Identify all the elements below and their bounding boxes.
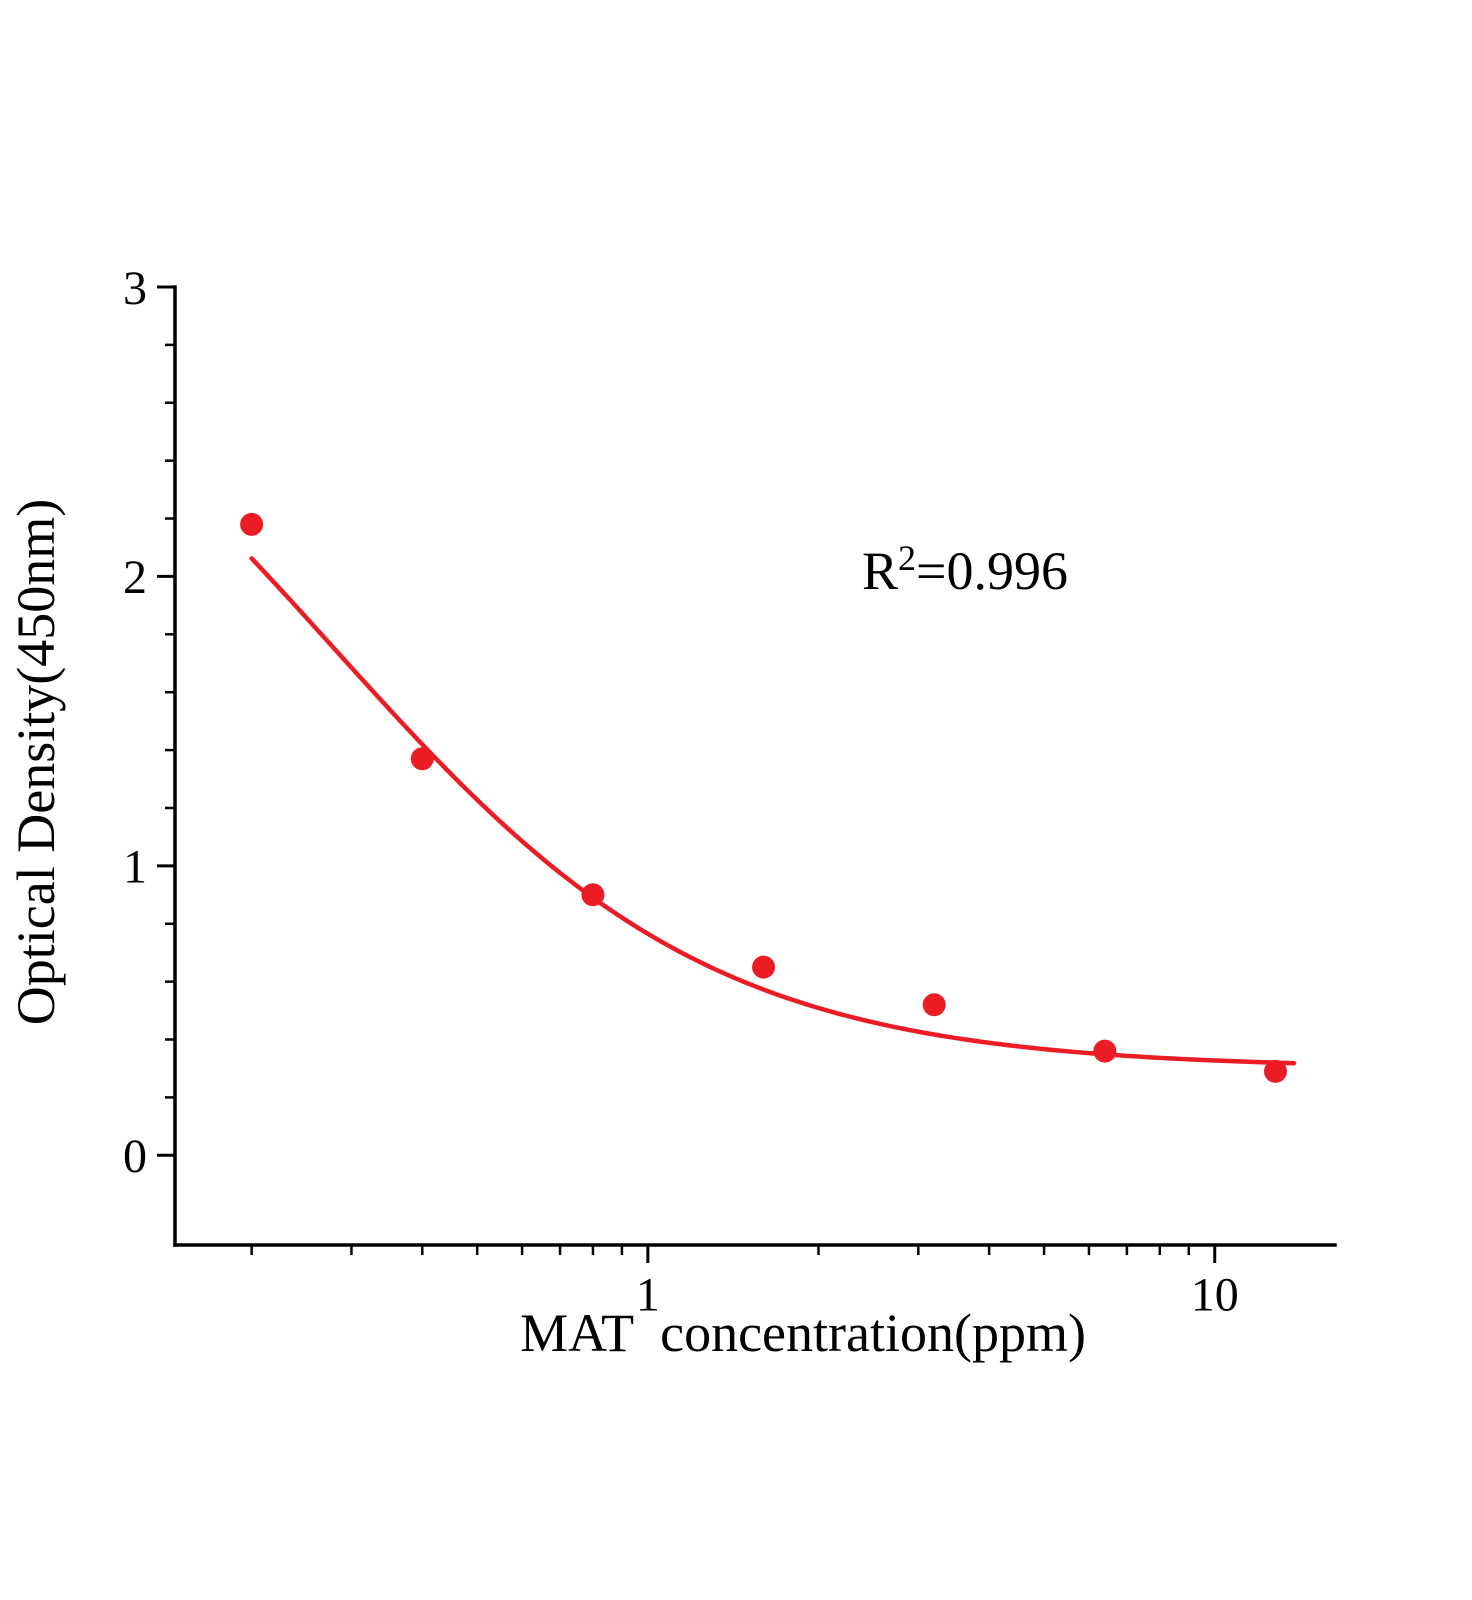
y-tick-label: 0: [123, 1130, 147, 1183]
data-point: [1263, 1059, 1287, 1083]
data-point: [1093, 1039, 1117, 1063]
fit-curve-line: [249, 556, 1297, 1066]
x-axis-title: MAT concentration(ppm): [520, 1303, 1086, 1363]
y-tick-label: 1: [123, 841, 147, 894]
y-tick-label: 2: [123, 551, 147, 604]
data-point: [410, 747, 434, 771]
r-squared-base: R: [862, 541, 899, 601]
y-tick-label: 3: [123, 262, 147, 315]
data-point: [581, 883, 605, 907]
data-point: [240, 512, 264, 536]
data-point: [752, 955, 776, 979]
x-tick-label: 10: [1191, 1269, 1239, 1322]
y-axis-title: Optical Density(450nm): [6, 498, 66, 1026]
r-squared-exponent: 2: [898, 538, 917, 578]
r-squared-value: =0.996: [916, 541, 1068, 601]
x-tick-label: 1: [636, 1269, 660, 1322]
data-point: [922, 993, 946, 1017]
r-squared-annotation: R2=0.996: [862, 540, 1068, 602]
